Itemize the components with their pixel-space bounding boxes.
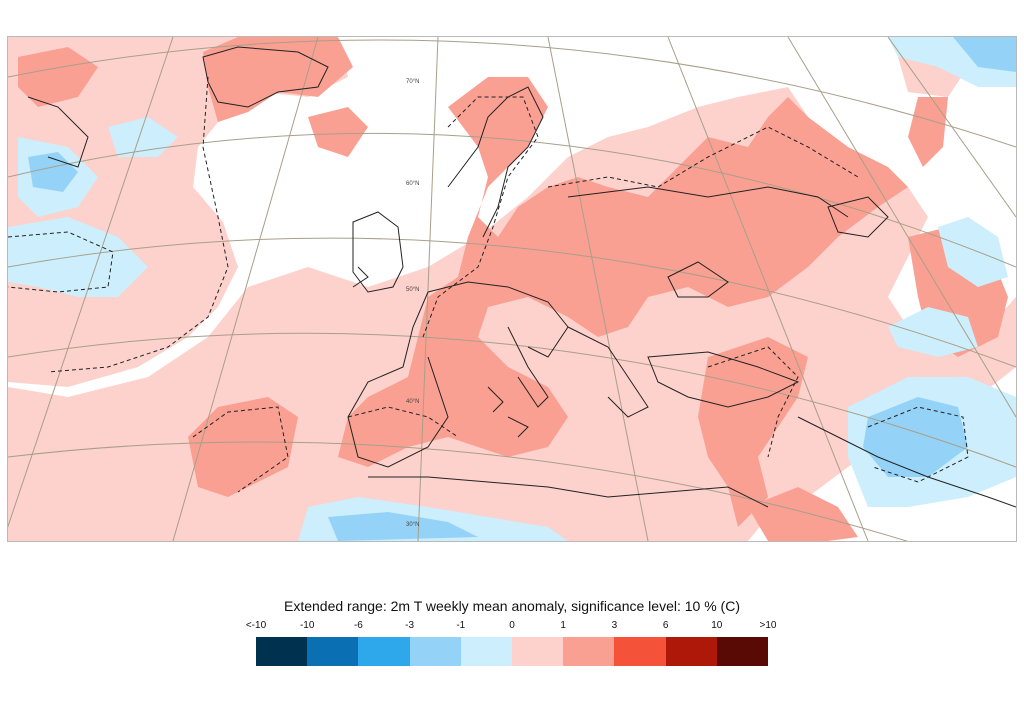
legend-tick-label: -10 xyxy=(299,620,315,631)
legend-tick-label: <-10 xyxy=(245,620,267,631)
legend-title: Extended range: 2m T weekly mean anomaly… xyxy=(283,598,740,614)
legend-color-bar xyxy=(256,637,769,666)
anomaly-map: 70°N 60°N 50°N 40°N 30°N xyxy=(7,36,1017,542)
legend-tick-label: 10 xyxy=(711,620,723,631)
legend-swatch xyxy=(409,637,461,666)
legend-swatch xyxy=(256,637,308,666)
legend-tick-label: 1 xyxy=(560,620,566,631)
legend-swatch xyxy=(614,637,666,666)
lat-label-30n: 30°N xyxy=(406,522,419,528)
graticule xyxy=(8,37,1016,541)
legend-swatch xyxy=(358,637,410,666)
legend-swatch xyxy=(460,637,513,666)
legend-swatch xyxy=(512,637,564,666)
moderate-cold-anomaly-areas xyxy=(28,37,1016,541)
legend-tick-label: -6 xyxy=(353,620,363,631)
lat-label-70n: 70°N xyxy=(406,79,419,85)
moderate-warm-anomaly-areas xyxy=(18,37,1008,541)
legend-swatch xyxy=(665,637,717,666)
legend-tick-label: 3 xyxy=(611,620,618,631)
legend-tick-label: 0 xyxy=(509,620,515,631)
legend-tick-label: 6 xyxy=(662,620,669,631)
legend-tick-label: -1 xyxy=(456,620,466,631)
legend-tick-label: -3 xyxy=(405,620,415,631)
lat-label-40n: 40°N xyxy=(406,399,419,405)
significance-contours xyxy=(8,76,969,493)
lat-label-50n: 50°N xyxy=(406,287,419,293)
legend-swatch xyxy=(307,637,359,666)
lat-label-60n: 60°N xyxy=(406,181,419,187)
legend-tick-label: >10 xyxy=(759,620,777,631)
legend-swatch xyxy=(563,637,615,666)
coastlines xyxy=(27,46,1016,508)
legend-swatch xyxy=(716,637,769,666)
legend-tick-labels: <-10 -10 -6 -3 -1 0 1 3 6 10 >10 xyxy=(246,620,777,634)
